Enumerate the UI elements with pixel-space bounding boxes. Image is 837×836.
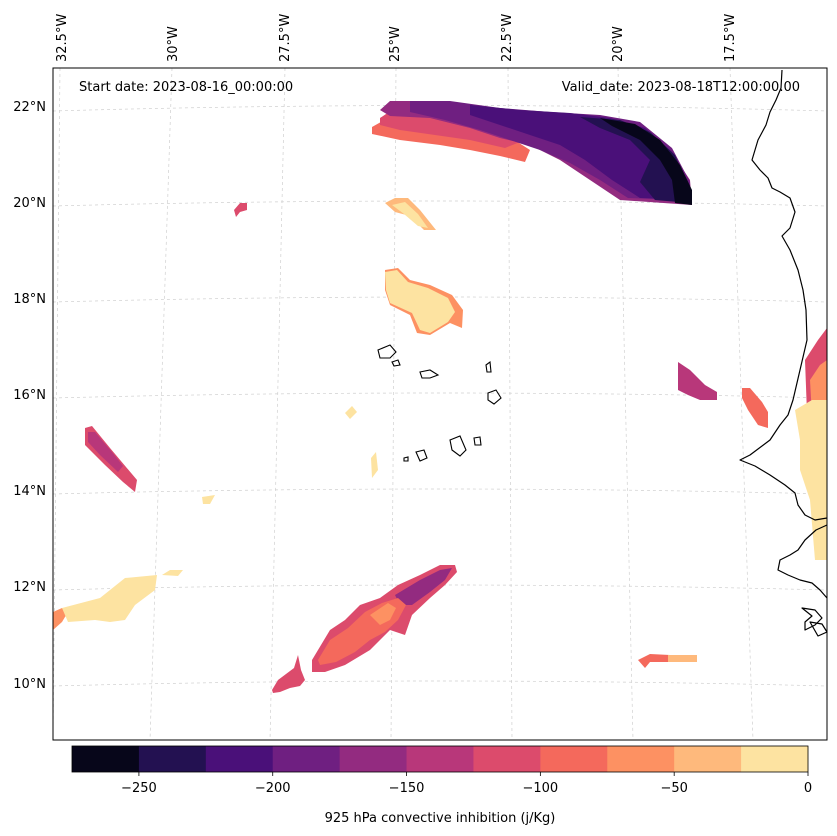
lat-tick-label: 12°N [13,580,46,595]
lon-tick-label: 27.5°W [278,14,293,62]
gridline-lat-10 [52,680,828,687]
gridline-lat-22 [52,105,828,112]
lat-tick-labels: 22°N 20°N 18°N 16°N 14°N 12°N 10°N [13,100,46,692]
island-sal [485,360,492,373]
contour-north-m125 [380,108,520,148]
lat-tick-label: 18°N [13,292,46,307]
lon-tick-labels: 32.5°W 30°W 27.5°W 25°W 22.5°W 20°W 17.5… [55,14,738,62]
colorbar-swatch [138,746,207,772]
map-plot-area [52,67,828,741]
colorbar-swatch [540,746,608,772]
graticule [52,67,828,741]
colorbar-swatch [741,746,809,772]
lat-tick-label: 20°N [13,196,46,211]
colorbar-swatch [339,746,408,772]
valid-date-label: Valid_date: 2023-08-18T12:00:00.00 [562,80,800,95]
lon-tick-label: 25°W [388,26,403,62]
lat-tick-label: 14°N [13,484,46,499]
gridline-lon-17-5 [729,67,754,741]
contour-speck-16n [345,406,357,419]
contour-patch-15n-31w-inner [88,432,123,472]
colorbar-tick-label: −100 [523,781,559,796]
gridline-lat-12 [52,584,828,591]
colorbar: −250 −200 −150 −100 −50 0 925 hPa convective … [71,745,812,826]
gridline-lon-27-5 [269,67,286,741]
contour-north-m250 [600,118,692,205]
contour-north-m225 [580,117,690,203]
coast-bijagos [801,607,823,631]
contour-patch-18n [385,270,455,333]
colorbar-swatch [406,746,474,772]
colorbar-swatch [272,746,341,772]
colorbar-ticks: −250 −200 −150 −100 −50 0 [121,772,812,796]
contour-patch-12n-small [162,570,183,576]
gridline-lat-14 [52,488,828,495]
island-santiago [449,435,467,457]
coast-west-africa [739,69,828,521]
contour-patch-11n-west-orange [53,608,68,630]
colorbar-tick-label: −50 [660,781,687,796]
colorbar-swatch [205,746,274,772]
colorbar-swatches [72,746,809,772]
contour-band-12n-m75 [370,603,396,625]
gridline-lat-18 [52,296,828,303]
colorbar-tick-label: −200 [255,781,291,796]
lat-tick-label: 22°N [13,100,46,115]
lon-tick-label: 32.5°W [55,14,70,62]
contour-coastal-m25 [795,400,827,560]
contour-patch-16n-19w [678,362,717,400]
gridline-lat-16 [52,392,828,399]
contour-patch-11n [62,575,157,622]
colorbar-frame [71,745,809,773]
island-brava [403,456,409,462]
island-santo-antao [377,344,397,359]
contour-patch-10n-20w-light [668,655,697,662]
map-frame [52,67,828,741]
lon-tick-label: 20°W [611,26,626,62]
contour-band-12n-west [272,655,305,693]
lat-tick-label: 16°N [13,388,46,403]
lon-tick-label: 30°W [166,26,181,62]
colorbar-title: 925 hPa convective inhibition (j/Kg) [325,811,556,826]
island-boa-vista [487,389,502,405]
gridline-lon-22-5 [507,67,513,741]
contour-speck-14n [371,452,378,478]
island-sao-vicente [391,359,401,367]
gridline-lat-20 [52,200,828,207]
contour-patch-20n-25w-inner [392,202,428,228]
start-date-label: Start date: 2023-08-16_00:00:00 [79,80,293,95]
contour-speck-13n [202,495,215,504]
lon-tick-label: 22.5°W [500,14,515,62]
coastline [739,69,828,637]
colorbar-swatch [72,746,140,772]
lat-tick-label: 10°N [13,677,46,692]
island-sao-nicolau [419,369,440,379]
contour-patch-10n-20w [638,654,670,668]
island-maio [473,436,482,446]
colorbar-tick-label: 0 [804,781,812,796]
gridline-lon-30 [149,67,173,741]
contour-coastal-west [742,388,768,428]
cin-contours [53,101,827,693]
colorbar-swatch [674,746,742,772]
colorbar-swatch [473,746,541,772]
island-fogo [415,449,428,462]
gridline-lon-20 [617,67,634,741]
colorbar-tick-label: −250 [121,781,157,796]
contour-band-12n-m175 [395,568,452,605]
contour-patch-20n-29w [234,203,247,217]
map-background [53,68,827,740]
colorbar-tick-label: −150 [389,781,425,796]
coast-guinea-bissau [777,524,828,599]
lon-tick-label: 17.5°W [723,14,738,62]
colorbar-swatch [607,746,675,772]
cape-verde-islands [377,344,502,462]
